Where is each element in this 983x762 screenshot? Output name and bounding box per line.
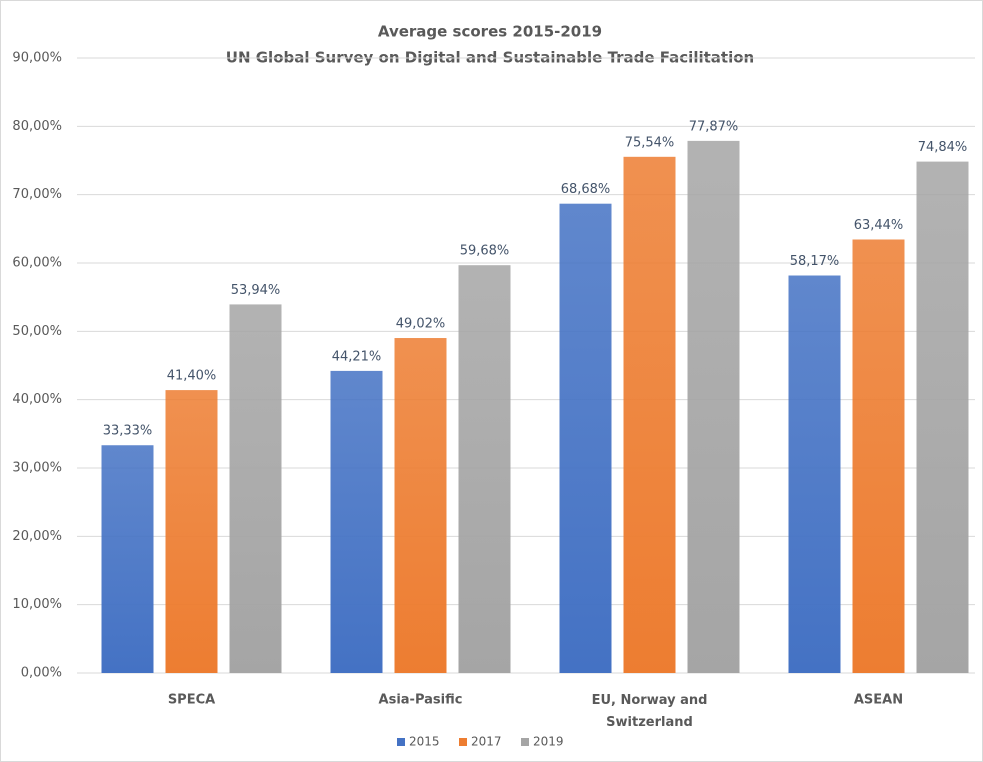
bar bbox=[165, 390, 218, 673]
legend-swatch bbox=[459, 738, 467, 746]
y-tick-label: 50,00% bbox=[12, 324, 62, 339]
y-tick-label: 40,00% bbox=[12, 392, 62, 407]
legend-swatch bbox=[397, 738, 405, 746]
bar bbox=[458, 265, 511, 673]
data-label: 68,68% bbox=[561, 182, 611, 197]
bar bbox=[101, 445, 154, 673]
x-tick-label: EU, Norway and Switzerland bbox=[592, 693, 708, 730]
bar bbox=[916, 161, 969, 674]
data-label: 63,44% bbox=[854, 218, 904, 233]
bar bbox=[229, 304, 282, 673]
bar bbox=[394, 338, 447, 673]
y-tick-label: 80,00% bbox=[12, 119, 62, 134]
data-label: 41,40% bbox=[167, 369, 217, 384]
data-label: 74,84% bbox=[918, 140, 968, 155]
x-tick-label: SPECA bbox=[168, 693, 215, 708]
y-tick-label: 10,00% bbox=[12, 597, 62, 612]
chart-title: Average scores 2015-2019 bbox=[378, 23, 602, 41]
data-label: 49,02% bbox=[396, 317, 446, 332]
legend-label: 2019 bbox=[533, 735, 564, 749]
bar bbox=[559, 203, 612, 674]
data-label: 75,54% bbox=[625, 135, 675, 150]
y-tick-label: 70,00% bbox=[12, 187, 62, 202]
data-label: 53,94% bbox=[231, 283, 281, 298]
bar bbox=[330, 370, 383, 673]
data-label: 58,17% bbox=[790, 254, 840, 269]
data-label: 44,21% bbox=[332, 349, 382, 364]
legend-label: 2017 bbox=[471, 735, 502, 749]
data-label: 33,33% bbox=[103, 424, 153, 439]
y-tick-label: 60,00% bbox=[12, 256, 62, 271]
bar bbox=[788, 275, 841, 673]
y-tick-label: 0,00% bbox=[21, 666, 62, 681]
x-tick-label: ASEAN bbox=[854, 693, 903, 708]
data-label: 59,68% bbox=[460, 244, 510, 259]
legend-swatch bbox=[521, 738, 529, 746]
x-tick-label: Asia-Pasific bbox=[379, 693, 463, 708]
bar bbox=[852, 239, 905, 673]
legend-label: 2015 bbox=[409, 735, 440, 749]
y-tick-label: 20,00% bbox=[12, 529, 62, 544]
data-label: 77,87% bbox=[689, 119, 739, 134]
bar bbox=[623, 156, 676, 673]
y-tick-label: 30,00% bbox=[12, 461, 62, 476]
bar bbox=[687, 140, 740, 674]
y-tick-label: 90,00% bbox=[12, 51, 62, 66]
